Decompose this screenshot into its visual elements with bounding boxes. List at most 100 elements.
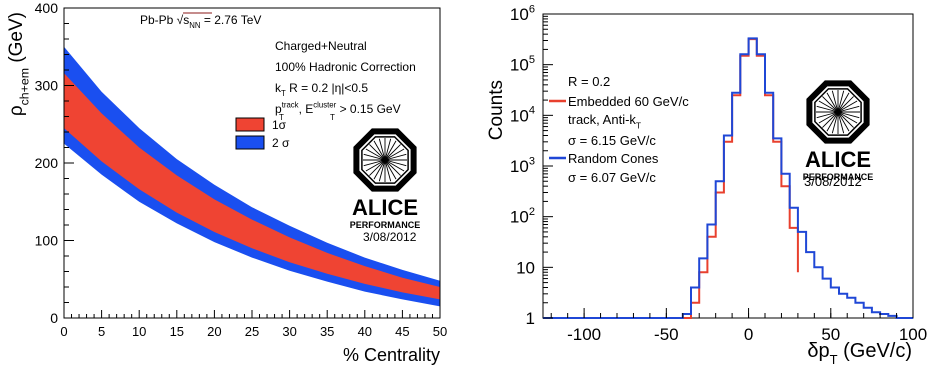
x-tick-label: 50 [433, 324, 447, 339]
y-tick-label: 100 [35, 233, 59, 249]
right-logo-ray [837, 111, 858, 124]
y-tick-label: 102 [510, 206, 535, 227]
right-logo-ray [822, 96, 839, 113]
legend-label: 1σ [272, 118, 287, 132]
y-tick-label: 104 [510, 105, 535, 126]
y-axis-label-part: ch+em [18, 68, 32, 105]
right-logo-ray [837, 105, 860, 113]
y-tick-label-part: 10 [510, 157, 529, 176]
left-logo-ray [373, 140, 386, 161]
right-logo-ray [831, 90, 839, 113]
info-line-1: Charged+Neutral [275, 39, 367, 53]
left-logo-ray [384, 144, 401, 161]
x-tick-label: 100 [899, 325, 927, 344]
y-axis-label: Counts [486, 80, 507, 140]
left-logo-ray [384, 159, 407, 167]
left-logo-ray [384, 140, 397, 161]
right-logo-ray [837, 100, 858, 113]
info-line-4-part: cluster [313, 101, 336, 110]
y-tick-label-part: 10 [510, 5, 529, 24]
legend-swatch [235, 135, 265, 150]
left-logo-ray [384, 159, 392, 182]
x-axis-label: % Centrality [343, 345, 440, 365]
x-tick-label: -100 [567, 325, 601, 344]
y-axis-label-part: ρ [6, 105, 27, 116]
left-date: 3/08/2012 [363, 230, 417, 244]
right-logo-octagon [806, 80, 870, 144]
y-tick-label-part: 5 [529, 54, 535, 66]
left-chart: 0 5 10 15 20 25 30 35 40 45 50 0 100 200 300 400 % Centr… [6, 0, 447, 365]
chart-title: Pb-Pb √sNN = 2.76 TeV [140, 13, 261, 30]
right-logo-ray [831, 111, 839, 134]
y-tick-label: 300 [35, 78, 59, 94]
left-logo-ray [378, 159, 386, 182]
left-logo-ray [363, 159, 386, 167]
left-logo-ray [365, 159, 386, 172]
left-logo-ray [384, 159, 401, 176]
x-tick-label: 40 [358, 324, 372, 339]
info-line-3-part: R = 0.2 |η|<0.5 [286, 81, 369, 95]
x-tick-label: 50 [821, 325, 840, 344]
right-logo-ray [837, 111, 860, 119]
x-tick-label: 20 [207, 324, 221, 339]
right-logo-ray [837, 92, 850, 113]
chart-title-part: NN [189, 21, 200, 30]
info-line-4-part: , E [299, 102, 314, 116]
y-tick-label-part: 4 [529, 105, 535, 117]
y-tick-label: 103 [510, 155, 535, 176]
x-tick-label: 30 [282, 324, 296, 339]
left-logo-ray [384, 148, 405, 161]
right-logo-ray [837, 90, 845, 113]
left-logo-ray [384, 159, 397, 180]
legend-header: R = 0.2 [568, 74, 610, 89]
x-tick-label: 5 [98, 324, 105, 339]
right-logo-ray [826, 111, 839, 132]
x-axis-label-part: (GeV/c) [838, 340, 912, 362]
right-logo-ray [816, 111, 839, 119]
y-tick-label-part: 2 [529, 206, 535, 218]
y-tick-label: 200 [35, 155, 59, 171]
right-logo-ray [837, 111, 850, 132]
x-tick-label: 10 [132, 324, 146, 339]
band-1sigma [64, 73, 440, 300]
y-tick-label-part: 10 [510, 56, 529, 75]
info-line-4-part: p [275, 102, 282, 116]
left-logo-ray [365, 148, 386, 161]
y-axis-label: ρch+em (GeV) [6, 12, 32, 116]
right-logo-ray [822, 111, 839, 128]
left-logo-ray [369, 159, 386, 176]
legend-label: 2 σ [272, 136, 290, 150]
info-line-3-part: k [275, 81, 282, 95]
right-logo-ray [826, 92, 839, 113]
legend-sigma-random-cones: σ = 6.07 GeV/c [568, 170, 656, 185]
right-chart: -100 -50 0 50 100110102103104105106CountsδpT… [486, 3, 927, 367]
left-logo-subtext: PERFORMANCE [350, 220, 421, 230]
info-line-4-part: > 0.15 GeV [336, 102, 400, 116]
legend-label-random-cones: Random Cones [568, 151, 659, 166]
x-tick-label: 0 [60, 324, 67, 339]
x-tick-label: 45 [395, 324, 409, 339]
y-tick-label: 400 [35, 0, 59, 16]
legend-label-embedded-2-part: T [636, 121, 641, 131]
left-logo-ray [378, 138, 386, 161]
legend-label-embedded-2: track, Anti-kT [568, 112, 641, 131]
y-tick-label-part: 1 [526, 309, 535, 328]
x-axis-label-part: T [830, 352, 838, 367]
x-axis-label-part: δp [807, 340, 829, 362]
chart-title-part: s [183, 13, 189, 27]
y-tick-label-part: 10 [510, 208, 529, 227]
x-axis-label: δpT (GeV/c) [807, 340, 912, 367]
y-tick-label-part: 6 [529, 3, 535, 15]
y-tick-label: 105 [510, 54, 535, 75]
y-axis-label-part: (GeV) [6, 12, 27, 68]
right-logo-ray [837, 111, 854, 128]
right-logo-octagon-inner [814, 88, 862, 136]
y-tick-label: 0 [50, 310, 58, 326]
y-tick-label-part: 3 [529, 155, 535, 167]
chart-title-part: = 2.76 TeV [201, 13, 262, 27]
x-tick-label: 25 [245, 324, 259, 339]
right-logo-ray [837, 96, 854, 113]
right-logo-subtext: PERFORMANCE [803, 172, 874, 182]
left-logo-octagon-inner [361, 136, 409, 184]
right-logo-ray [837, 111, 845, 134]
